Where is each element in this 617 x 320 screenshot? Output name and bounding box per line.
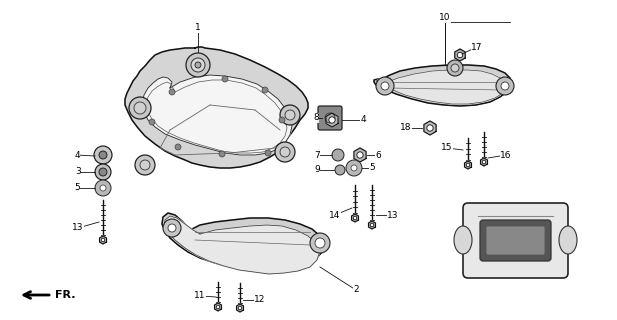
- Polygon shape: [424, 121, 436, 135]
- Circle shape: [95, 164, 111, 180]
- Polygon shape: [368, 221, 376, 229]
- Circle shape: [195, 62, 201, 68]
- Circle shape: [451, 64, 459, 72]
- Polygon shape: [465, 161, 471, 169]
- Circle shape: [275, 142, 295, 162]
- Circle shape: [370, 223, 374, 227]
- Polygon shape: [236, 304, 244, 312]
- Circle shape: [175, 144, 181, 150]
- Polygon shape: [99, 236, 107, 244]
- Circle shape: [140, 160, 150, 170]
- Circle shape: [101, 238, 105, 242]
- Text: 5: 5: [369, 164, 375, 172]
- Circle shape: [325, 113, 335, 123]
- Circle shape: [280, 105, 300, 125]
- Circle shape: [346, 160, 362, 176]
- Text: 10: 10: [439, 13, 451, 22]
- Text: 2: 2: [353, 285, 359, 294]
- Circle shape: [163, 219, 181, 237]
- Circle shape: [351, 165, 357, 171]
- Circle shape: [381, 82, 389, 90]
- Polygon shape: [481, 158, 487, 166]
- Circle shape: [129, 97, 151, 119]
- Circle shape: [310, 233, 330, 253]
- Text: FR.: FR.: [55, 290, 75, 300]
- Text: 11: 11: [194, 292, 205, 300]
- Polygon shape: [354, 148, 366, 162]
- Text: 13: 13: [72, 223, 84, 233]
- Text: 8: 8: [313, 114, 319, 123]
- Circle shape: [149, 119, 155, 125]
- Text: 17: 17: [471, 43, 482, 52]
- Polygon shape: [374, 65, 512, 106]
- Text: 3: 3: [75, 167, 81, 177]
- Circle shape: [216, 305, 220, 309]
- Circle shape: [482, 160, 486, 164]
- Text: 18: 18: [400, 124, 412, 132]
- Circle shape: [265, 150, 271, 156]
- Polygon shape: [125, 47, 308, 168]
- Circle shape: [238, 306, 242, 310]
- Circle shape: [262, 87, 268, 93]
- Circle shape: [280, 147, 290, 157]
- Circle shape: [315, 238, 325, 248]
- Circle shape: [353, 216, 357, 220]
- Circle shape: [94, 146, 112, 164]
- Text: 4: 4: [74, 150, 80, 159]
- Circle shape: [329, 117, 335, 123]
- Text: 4: 4: [360, 116, 366, 124]
- Polygon shape: [326, 113, 338, 127]
- Polygon shape: [142, 75, 292, 155]
- Text: 14: 14: [329, 211, 341, 220]
- Circle shape: [457, 52, 463, 58]
- FancyBboxPatch shape: [463, 203, 568, 278]
- Circle shape: [335, 165, 345, 175]
- Circle shape: [357, 152, 363, 158]
- Text: 9: 9: [314, 165, 320, 174]
- Circle shape: [496, 77, 514, 95]
- FancyBboxPatch shape: [480, 220, 551, 261]
- Circle shape: [99, 151, 107, 159]
- Circle shape: [427, 125, 433, 131]
- Polygon shape: [455, 49, 465, 61]
- Circle shape: [100, 185, 106, 191]
- FancyBboxPatch shape: [318, 106, 342, 130]
- Circle shape: [134, 102, 146, 114]
- Circle shape: [169, 89, 175, 95]
- FancyBboxPatch shape: [486, 226, 545, 255]
- Text: 15: 15: [441, 143, 453, 153]
- Ellipse shape: [470, 208, 560, 268]
- Text: 7: 7: [314, 150, 320, 159]
- Circle shape: [99, 168, 107, 176]
- Circle shape: [95, 180, 111, 196]
- Text: 16: 16: [500, 150, 511, 159]
- Circle shape: [466, 163, 470, 167]
- Circle shape: [168, 224, 176, 232]
- Ellipse shape: [559, 226, 577, 254]
- Text: 5: 5: [74, 183, 80, 193]
- Text: 12: 12: [254, 295, 266, 305]
- Ellipse shape: [454, 226, 472, 254]
- Circle shape: [219, 151, 225, 157]
- Text: 1: 1: [195, 23, 201, 33]
- Polygon shape: [376, 70, 507, 104]
- Circle shape: [376, 77, 394, 95]
- Circle shape: [501, 82, 509, 90]
- Polygon shape: [352, 214, 358, 222]
- Circle shape: [285, 110, 295, 120]
- Circle shape: [186, 53, 210, 77]
- Text: 6: 6: [375, 150, 381, 159]
- Circle shape: [279, 117, 285, 123]
- Polygon shape: [164, 216, 320, 274]
- Polygon shape: [162, 213, 325, 272]
- Text: 13: 13: [387, 211, 399, 220]
- Circle shape: [332, 149, 344, 161]
- Circle shape: [447, 60, 463, 76]
- Circle shape: [191, 58, 205, 72]
- Polygon shape: [215, 303, 222, 311]
- Circle shape: [135, 155, 155, 175]
- Circle shape: [222, 76, 228, 82]
